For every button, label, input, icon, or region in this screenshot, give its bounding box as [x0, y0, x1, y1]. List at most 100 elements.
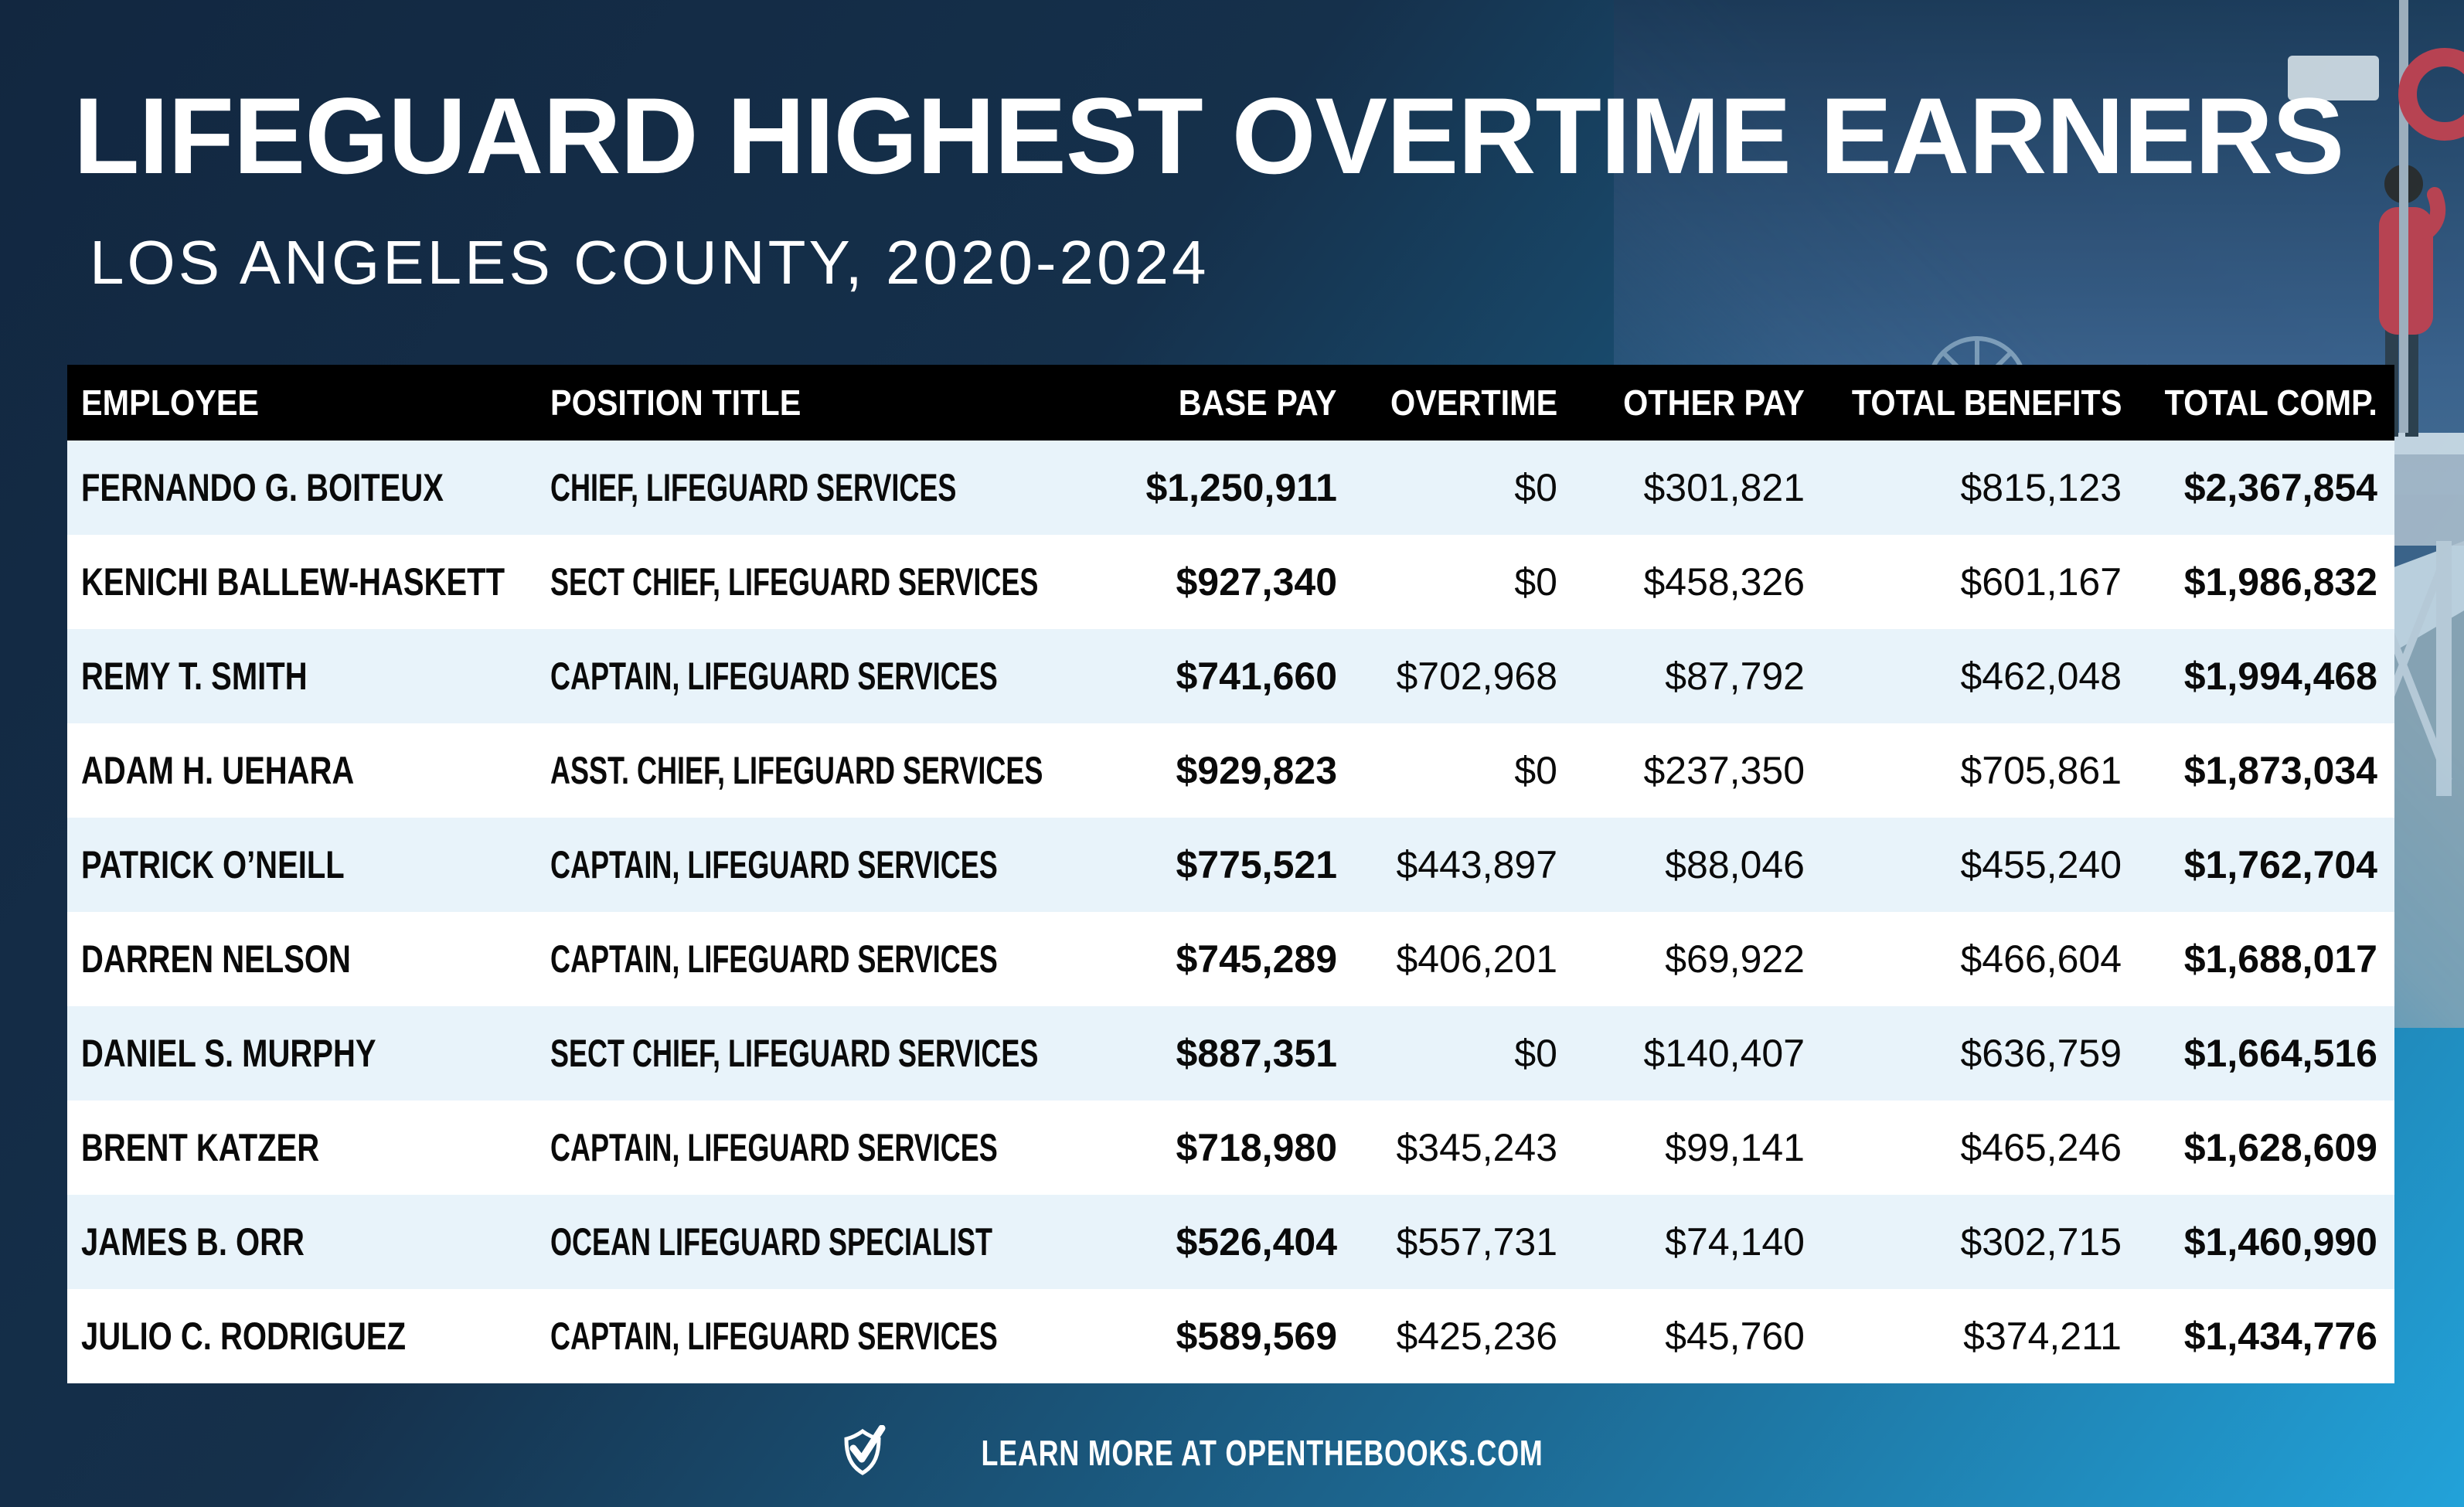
footer-text: LEARN MORE AT OPENTHEBOOKS.COM [981, 1433, 1543, 1473]
column-header-employee: EMPLOYEE [67, 382, 550, 424]
cell-total-benefits: $601,167 [1822, 560, 2139, 604]
cell-total-comp: $1,460,990 [2139, 1220, 2394, 1264]
column-header-label: OTHER PAY [1623, 383, 1805, 423]
table-header-row: EMPLOYEE POSITION TITLE BASE PAY OVERTIME OT… [67, 365, 2394, 441]
cell-other-pay: $99,141 [1574, 1125, 1822, 1170]
cell-total-benefits: $374,211 [1822, 1314, 2139, 1359]
cell-overtime: $702,968 [1354, 654, 1574, 699]
cell-total-comp: $1,994,468 [2139, 654, 2394, 699]
page-subtitle: LOS ANGELES COUNTY, 2020-2024 [90, 228, 1210, 297]
table-row: FERNANDO G. BOITEUX CHIEF, LIFEGUARD SERV… [67, 441, 2394, 535]
table-row: DARREN NELSON CAPTAIN, LIFEGUARD SERVICES… [67, 912, 2394, 1006]
cell-base-pay: $887,351 [1122, 1031, 1354, 1076]
cell-value: $1,664,516 [2183, 1032, 2377, 1075]
cell-value: KENICHI BALLEW-HASKETT [81, 560, 505, 604]
light-fixture [2288, 56, 2379, 100]
cell-total-benefits: $466,604 [1822, 937, 2139, 981]
cell-value: $0 [1514, 749, 1557, 792]
cell-value: $1,688,017 [2183, 937, 2377, 981]
cell-value: DANIEL S. MURPHY [81, 1032, 376, 1075]
cell-value: $1,873,034 [2183, 749, 2377, 792]
cell-other-pay: $87,792 [1574, 654, 1822, 699]
cell-value: $1,994,468 [2183, 655, 2377, 698]
cell-value: CHIEF, LIFEGUARD SERVICES [550, 466, 957, 509]
cell-value: $0 [1514, 466, 1557, 509]
cell-value: $99,141 [1665, 1126, 1805, 1169]
cell-value: PATRICK O’NEILL [81, 843, 345, 886]
cell-value: $69,922 [1665, 937, 1805, 981]
table-row: BRENT KATZER CAPTAIN, LIFEGUARD SERVICES $… [67, 1100, 2394, 1195]
cell-value: $345,243 [1396, 1126, 1557, 1169]
column-header-total-comp: TOTAL COMP. [2139, 382, 2394, 424]
column-header-label: POSITION TITLE [550, 383, 801, 423]
cell-total-comp: $1,762,704 [2139, 842, 2394, 887]
cell-value: OCEAN LIFEGUARD SPECIALIST [550, 1220, 993, 1264]
cell-base-pay: $745,289 [1122, 937, 1354, 981]
cell-value: $87,792 [1665, 655, 1805, 698]
cell-base-pay: $718,980 [1122, 1125, 1354, 1170]
cell-other-pay: $458,326 [1574, 560, 1822, 604]
life-ring-icon [2398, 48, 2464, 141]
cell-value: CAPTAIN, LIFEGUARD SERVICES [550, 843, 998, 886]
column-header-label: OVERTIME [1390, 383, 1557, 423]
cell-value: CAPTAIN, LIFEGUARD SERVICES [550, 655, 998, 698]
cell-value: CAPTAIN, LIFEGUARD SERVICES [550, 1315, 998, 1358]
cell-overtime: $0 [1354, 465, 1574, 510]
cell-value: CAPTAIN, LIFEGUARD SERVICES [550, 937, 998, 981]
cell-total-comp: $1,873,034 [2139, 748, 2394, 793]
cell-overtime: $406,201 [1354, 937, 1574, 981]
cell-other-pay: $301,821 [1574, 465, 1822, 510]
cell-value: $2,367,854 [2183, 466, 2377, 509]
openthebooks-shield-check-icon [842, 1425, 887, 1481]
cell-value: $775,521 [1176, 843, 1337, 886]
cell-value: $745,289 [1176, 937, 1337, 981]
cell-total-comp: $1,434,776 [2139, 1314, 2394, 1359]
cell-total-comp: $1,986,832 [2139, 560, 2394, 604]
column-header-label: TOTAL COMP. [2164, 383, 2377, 423]
cell-value: $636,759 [1960, 1032, 2122, 1075]
cell-value: $74,140 [1665, 1220, 1805, 1264]
cell-position-title: CAPTAIN, LIFEGUARD SERVICES [550, 1125, 1122, 1170]
cell-total-comp: $1,628,609 [2139, 1125, 2394, 1170]
table-row: DANIEL S. MURPHY SECT CHIEF, LIFEGUARD SE… [67, 1006, 2394, 1100]
cell-overtime: $443,897 [1354, 842, 1574, 887]
cell-value: $0 [1514, 560, 1557, 604]
cell-base-pay: $589,569 [1122, 1314, 1354, 1359]
cell-position-title: CAPTAIN, LIFEGUARD SERVICES [550, 1314, 1122, 1359]
cell-total-comp: $2,367,854 [2139, 465, 2394, 510]
column-header-label: EMPLOYEE [81, 383, 260, 423]
cell-value: $887,351 [1176, 1032, 1337, 1075]
cell-value: $741,660 [1176, 655, 1337, 698]
cell-value: $406,201 [1396, 937, 1557, 981]
cell-total-benefits: $465,246 [1822, 1125, 2139, 1170]
cell-base-pay: $1,250,911 [1122, 465, 1354, 510]
cell-value: $702,968 [1396, 655, 1557, 698]
cell-value: $718,980 [1176, 1126, 1337, 1169]
cell-value: $589,569 [1176, 1315, 1337, 1358]
column-header-base-pay: BASE PAY [1122, 382, 1354, 424]
column-header-other-pay: OTHER PAY [1574, 382, 1822, 424]
cell-value: $0 [1514, 1032, 1557, 1075]
table-row: JULIO C. RODRIGUEZ CAPTAIN, LIFEGUARD SER… [67, 1289, 2394, 1383]
cell-position-title: CAPTAIN, LIFEGUARD SERVICES [550, 937, 1122, 981]
column-header-label: BASE PAY [1179, 383, 1337, 423]
cell-value: $526,404 [1176, 1220, 1337, 1264]
cell-base-pay: $741,660 [1122, 654, 1354, 699]
cell-value: ADAM H. UEHARA [81, 749, 355, 792]
footer: LEARN MORE AT OPENTHEBOOKS.COM [0, 1420, 2464, 1485]
cell-employee: DARREN NELSON [67, 937, 550, 981]
cell-value: REMY T. SMITH [81, 655, 308, 698]
cell-overtime: $0 [1354, 1031, 1574, 1076]
cell-employee: BRENT KATZER [67, 1125, 550, 1170]
cell-position-title: CAPTAIN, LIFEGUARD SERVICES [550, 842, 1122, 887]
cell-overtime: $0 [1354, 560, 1574, 604]
cell-value: $557,731 [1396, 1220, 1557, 1264]
cell-value: $45,760 [1665, 1315, 1805, 1358]
cell-other-pay: $74,140 [1574, 1220, 1822, 1264]
cell-base-pay: $929,823 [1122, 748, 1354, 793]
cell-other-pay: $45,760 [1574, 1314, 1822, 1359]
cell-overtime: $425,236 [1354, 1314, 1574, 1359]
cell-value: $1,762,704 [2183, 843, 2377, 886]
cell-value: JAMES B. ORR [81, 1220, 305, 1264]
